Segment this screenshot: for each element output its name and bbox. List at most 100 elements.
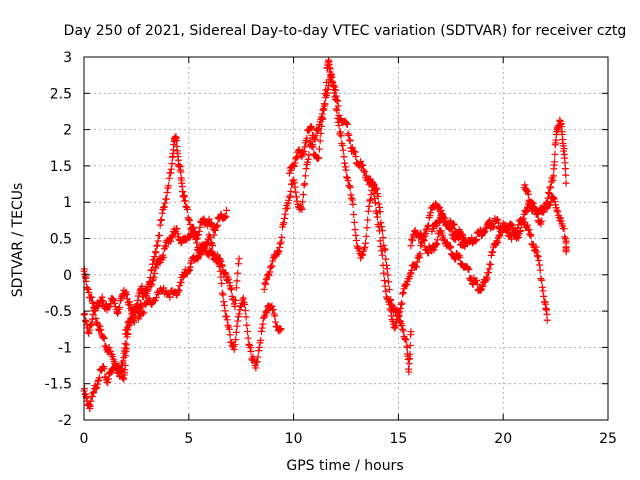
data-point — [177, 168, 185, 176]
series-track-a — [80, 206, 231, 337]
data-point — [91, 307, 99, 315]
data-point — [165, 174, 173, 182]
data-point — [381, 246, 389, 254]
data-point — [483, 275, 491, 283]
data-point — [111, 299, 119, 307]
data-point — [207, 219, 215, 227]
data-point — [148, 260, 156, 268]
data-point — [348, 194, 356, 202]
data-points — [80, 56, 570, 412]
data-point — [395, 312, 403, 320]
data-point — [447, 243, 455, 251]
data-point — [185, 216, 193, 224]
y-tick-labels: -2 -1.5 -1 -0.5 0 0.5 1 1.5 2 2.5 3 — [45, 50, 72, 429]
data-point — [158, 209, 166, 217]
data-point — [232, 296, 240, 304]
data-point — [555, 213, 563, 221]
data-point — [450, 220, 458, 228]
data-point — [262, 280, 270, 288]
data-point — [405, 368, 413, 376]
data-point — [373, 209, 381, 217]
data-point — [216, 262, 224, 270]
data-point — [420, 236, 428, 244]
data-point — [458, 230, 466, 238]
y-tick-label: -1 — [58, 340, 72, 356]
data-point — [192, 239, 200, 247]
data-point — [375, 200, 383, 208]
data-point — [95, 374, 103, 382]
data-point — [235, 255, 243, 263]
data-point — [173, 225, 181, 233]
data-point — [146, 278, 154, 286]
data-point — [213, 251, 221, 259]
data-point — [362, 239, 370, 247]
data-point — [368, 178, 376, 186]
data-point — [482, 276, 490, 284]
data-point — [224, 321, 232, 329]
data-point — [253, 358, 261, 366]
data-point — [139, 310, 147, 318]
data-point — [234, 260, 242, 268]
data-point — [196, 223, 204, 231]
data-point — [547, 183, 555, 191]
data-point — [291, 159, 299, 167]
data-point — [276, 326, 284, 334]
data-point — [261, 279, 269, 287]
data-point — [407, 328, 415, 336]
data-point — [99, 297, 107, 305]
data-point — [119, 357, 127, 365]
data-point — [473, 236, 481, 244]
data-point — [160, 203, 168, 211]
data-point — [373, 213, 381, 221]
data-point — [392, 322, 400, 330]
x-tick-label: 0 — [80, 431, 89, 447]
data-point — [489, 223, 497, 231]
data-point — [383, 265, 391, 273]
data-point — [105, 344, 113, 352]
data-point — [547, 198, 555, 206]
data-point — [369, 182, 377, 190]
data-point — [319, 106, 327, 114]
data-point — [441, 214, 449, 222]
data-point — [262, 276, 270, 284]
data-point — [308, 124, 316, 132]
data-point — [223, 206, 231, 214]
data-point — [362, 172, 370, 180]
data-point — [536, 261, 544, 269]
data-point — [359, 161, 367, 169]
data-point — [347, 191, 355, 199]
data-point — [446, 244, 454, 252]
data-point — [524, 221, 532, 229]
data-point — [86, 326, 94, 334]
data-point — [220, 301, 228, 309]
data-point — [538, 276, 546, 284]
data-point — [473, 280, 481, 288]
data-point — [479, 282, 487, 290]
data-point — [518, 216, 526, 224]
data-point — [543, 316, 551, 324]
data-point — [485, 269, 493, 277]
data-point — [302, 165, 310, 173]
data-point — [341, 163, 349, 171]
data-point — [554, 208, 562, 216]
data-point — [267, 264, 275, 272]
data-point — [403, 281, 411, 289]
data-point — [362, 232, 370, 240]
data-point — [380, 269, 388, 277]
series-track-b — [80, 133, 243, 412]
data-point — [85, 289, 93, 297]
data-point — [385, 286, 393, 294]
data-point — [247, 347, 255, 355]
data-point — [334, 102, 342, 110]
data-point — [156, 221, 164, 229]
data-point — [127, 314, 135, 322]
data-point — [300, 181, 308, 189]
data-point — [167, 165, 175, 173]
data-point — [337, 132, 345, 140]
data-point — [366, 196, 374, 204]
data-point — [343, 120, 351, 128]
data-point — [401, 334, 409, 342]
data-point — [325, 82, 333, 90]
data-point — [487, 261, 495, 269]
x-tick-label: 5 — [184, 431, 193, 447]
